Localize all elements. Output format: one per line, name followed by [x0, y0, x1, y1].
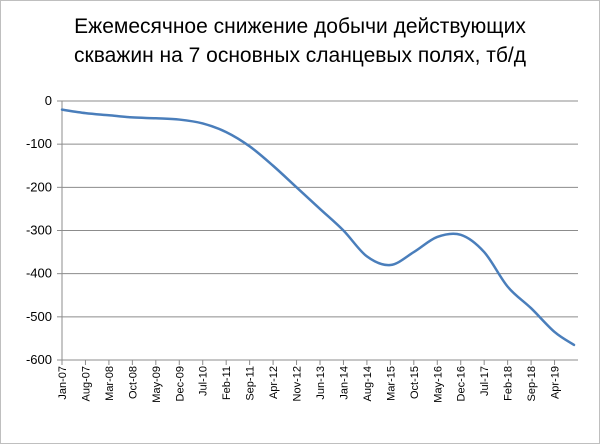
chart-title-line-2: скважин на 7 основных сланцевых полях, т… — [74, 44, 526, 67]
y-tick-label: -300 — [26, 223, 52, 238]
x-tick-label: Feb-18 — [503, 366, 515, 401]
y-tick-label: 0 — [45, 93, 52, 108]
gridlines — [62, 100, 578, 361]
x-tick-label: Aug-07 — [80, 366, 92, 401]
axes — [57, 100, 578, 365]
y-tick-label: -200 — [26, 179, 52, 194]
x-tick-label: May-09 — [151, 366, 163, 403]
x-tick-label: May-16 — [432, 366, 444, 403]
y-tick-label: -500 — [26, 309, 52, 324]
x-tick-label: Mar-15 — [385, 366, 397, 401]
x-tick-label: Jan-14 — [338, 366, 350, 400]
x-tick-label: Nov-12 — [292, 366, 304, 401]
x-tick-label: Mar-08 — [104, 366, 116, 401]
x-tick-label: Sep-18 — [526, 366, 538, 401]
y-axis-ticks: 0 -100 -200 -300 -400 -500 -600 — [26, 93, 52, 367]
y-tick-label: -600 — [26, 352, 52, 367]
y-tick-label: -100 — [26, 136, 52, 151]
x-tick-label: Oct-08 — [127, 366, 139, 399]
x-tick-label: Jun-13 — [315, 366, 327, 400]
x-tick-label: Apr-12 — [268, 366, 280, 399]
x-tick-label: Dec-09 — [174, 366, 186, 401]
x-tick-label: Apr-19 — [550, 366, 562, 399]
x-tick-label: Feb-11 — [221, 366, 233, 400]
x-tick-label: Dec-16 — [456, 366, 468, 401]
chart-title-line-1: Ежемесячное снижение добычи действующих — [74, 15, 526, 38]
y-tick-label: -400 — [26, 266, 52, 281]
x-tick-label: Jul-10 — [198, 366, 210, 396]
chart-title: Ежемесячное снижение добычи действующих … — [0, 12, 600, 70]
x-tick-label: Jan-07 — [57, 366, 69, 400]
x-axis-ticks: Jan-07 Aug-07 Mar-08 Oct-08 May-09 Dec-09 Jul-… — [57, 366, 562, 403]
x-tick-label: Sep-11 — [245, 366, 257, 401]
series-line — [60, 108, 576, 347]
x-tick-label: Oct-15 — [409, 366, 421, 399]
x-tick-label: Jul-17 — [479, 366, 491, 396]
x-tick-label: Aug-14 — [362, 366, 374, 401]
